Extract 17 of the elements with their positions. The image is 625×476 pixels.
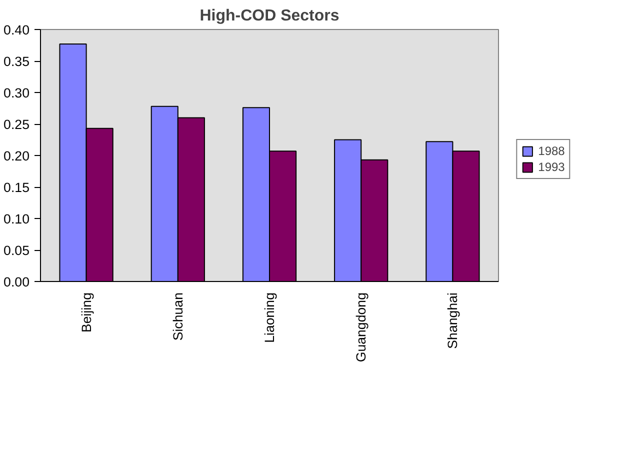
- x-tick-label: Liaoning: [262, 292, 277, 343]
- y-tick-label: 0.15: [4, 180, 30, 195]
- legend-label: 1993: [538, 160, 565, 174]
- y-tick-label: 0.35: [4, 54, 30, 69]
- x-tick-label: Guangdong: [354, 292, 369, 362]
- x-tick-label: Sichuan: [170, 292, 186, 341]
- y-tick-label: 0.05: [4, 243, 30, 258]
- y-tick-label: 0.30: [4, 86, 30, 100]
- legend-label: 1988: [538, 144, 565, 158]
- y-tick-label: 0.00: [4, 274, 30, 290]
- y-tick-label: 0.25: [4, 117, 30, 132]
- x-tick-label: Beijing: [78, 292, 94, 333]
- y-tick-label: 0.10: [4, 212, 30, 226]
- x-tick-label: Shanghai: [445, 292, 460, 349]
- y-tick-label: 0.20: [4, 148, 30, 164]
- chart-title: High-COD Sectors: [200, 8, 340, 24]
- y-tick-label: 0.40: [4, 22, 30, 38]
